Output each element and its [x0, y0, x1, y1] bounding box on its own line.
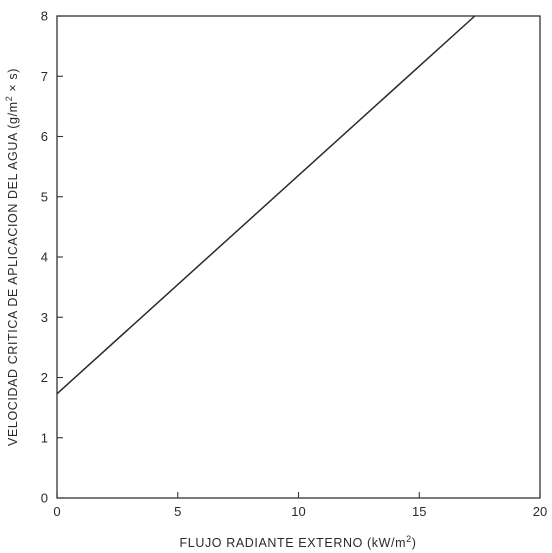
y-axis-title: VELOCIDAD CRITICA DE APLICACION DEL AGUA… [4, 68, 20, 446]
y-tick-label: 5 [41, 189, 48, 204]
x-tick-label: 15 [412, 504, 426, 519]
y-tick-label: 6 [41, 129, 48, 144]
series-layer [56, 15, 476, 395]
plot-frame [56, 15, 541, 499]
y-tick-label: 1 [41, 430, 48, 445]
y-tick-label: 8 [41, 9, 48, 24]
y-tick-label: 2 [41, 370, 48, 385]
x-tick-label: 20 [533, 504, 547, 519]
y-tick-label: 3 [41, 310, 48, 325]
x-tick-label: 5 [174, 504, 181, 519]
x-tick-label: 0 [53, 504, 60, 519]
x-tick-label: 10 [291, 504, 305, 519]
x-axis-title: FLUJO RADIANTE EXTERNO (kW/m2) [180, 534, 417, 550]
series-line [56, 15, 476, 395]
y-tick-label: 7 [41, 69, 48, 84]
tick-group: 0 5 10 15 20 0 1 2 3 4 5 6 7 8 [41, 9, 547, 520]
y-tick-label: 0 [41, 491, 48, 506]
y-tick-label: 4 [41, 250, 48, 265]
